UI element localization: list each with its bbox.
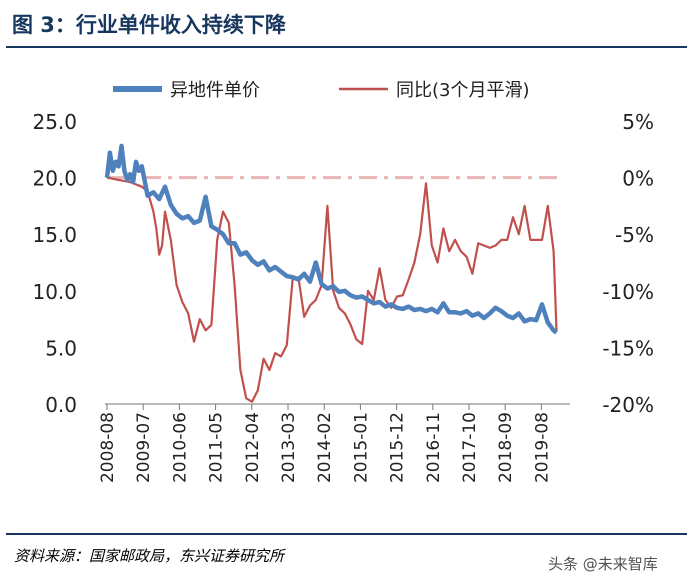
x-tick-label: 2009-07 (134, 412, 154, 483)
chart: 异地件单价 同比(3个月平滑) 25.0 20.0 15.0 10.0 5.0 0.0 5… (32, 80, 654, 483)
x-tick-label: 2017-10 (460, 412, 480, 483)
right-tick-label: -15% (602, 336, 654, 360)
x-tick-label: 2012-04 (243, 412, 263, 483)
right-axis: 5% 0% -5% -10% -15% -20% (602, 110, 654, 417)
x-axis: 2008-08 2009-07 2010-06 2011-05 2012-04 2013-… (98, 404, 552, 483)
left-tick-label: 0.0 (45, 393, 77, 417)
source-note: 资料来源：国家邮政局，东兴证券研究所 (14, 547, 285, 565)
x-tick-label: 2014-02 (315, 412, 335, 483)
x-tick-label: 2013-03 (279, 412, 299, 483)
left-axis: 25.0 20.0 15.0 10.0 5.0 0.0 (32, 110, 77, 417)
unit-price-series-line (104, 143, 558, 335)
left-tick-label: 5.0 (45, 336, 77, 360)
x-tick-label: 2008-08 (98, 412, 118, 483)
x-tick-label: 2010-06 (170, 412, 190, 483)
x-tick-label: 2016-11 (424, 412, 444, 483)
watermark: 头条 @未来智库 (548, 555, 658, 573)
x-tick-label: 2015-12 (388, 412, 408, 483)
x-tick-label: 2011-05 (207, 412, 227, 483)
left-tick-label: 20.0 (32, 167, 77, 191)
legend-label-yoy: 同比(3个月平滑) (396, 80, 530, 101)
yoy-series-line (106, 176, 558, 403)
right-tick-label: -20% (602, 393, 654, 417)
right-tick-label: 5% (622, 110, 654, 134)
figure-title: 图 3：行业单件收入持续下降 (12, 13, 286, 37)
right-tick-label: -5% (615, 223, 654, 247)
legend: 异地件单价 同比(3个月平滑) (113, 80, 530, 101)
title-divider (6, 46, 687, 48)
right-tick-label: 0% (622, 167, 654, 191)
footer-divider (6, 533, 687, 535)
left-tick-label: 15.0 (32, 223, 77, 247)
x-tick-label: 2018-09 (496, 412, 516, 483)
left-tick-label: 25.0 (32, 110, 77, 134)
left-tick-label: 10.0 (32, 280, 77, 304)
right-tick-label: -10% (602, 280, 654, 304)
legend-label-unit-price: 异地件单价 (170, 80, 260, 101)
x-tick-label: 2015-01 (351, 412, 371, 483)
x-tick-label: 2019-08 (532, 412, 552, 483)
